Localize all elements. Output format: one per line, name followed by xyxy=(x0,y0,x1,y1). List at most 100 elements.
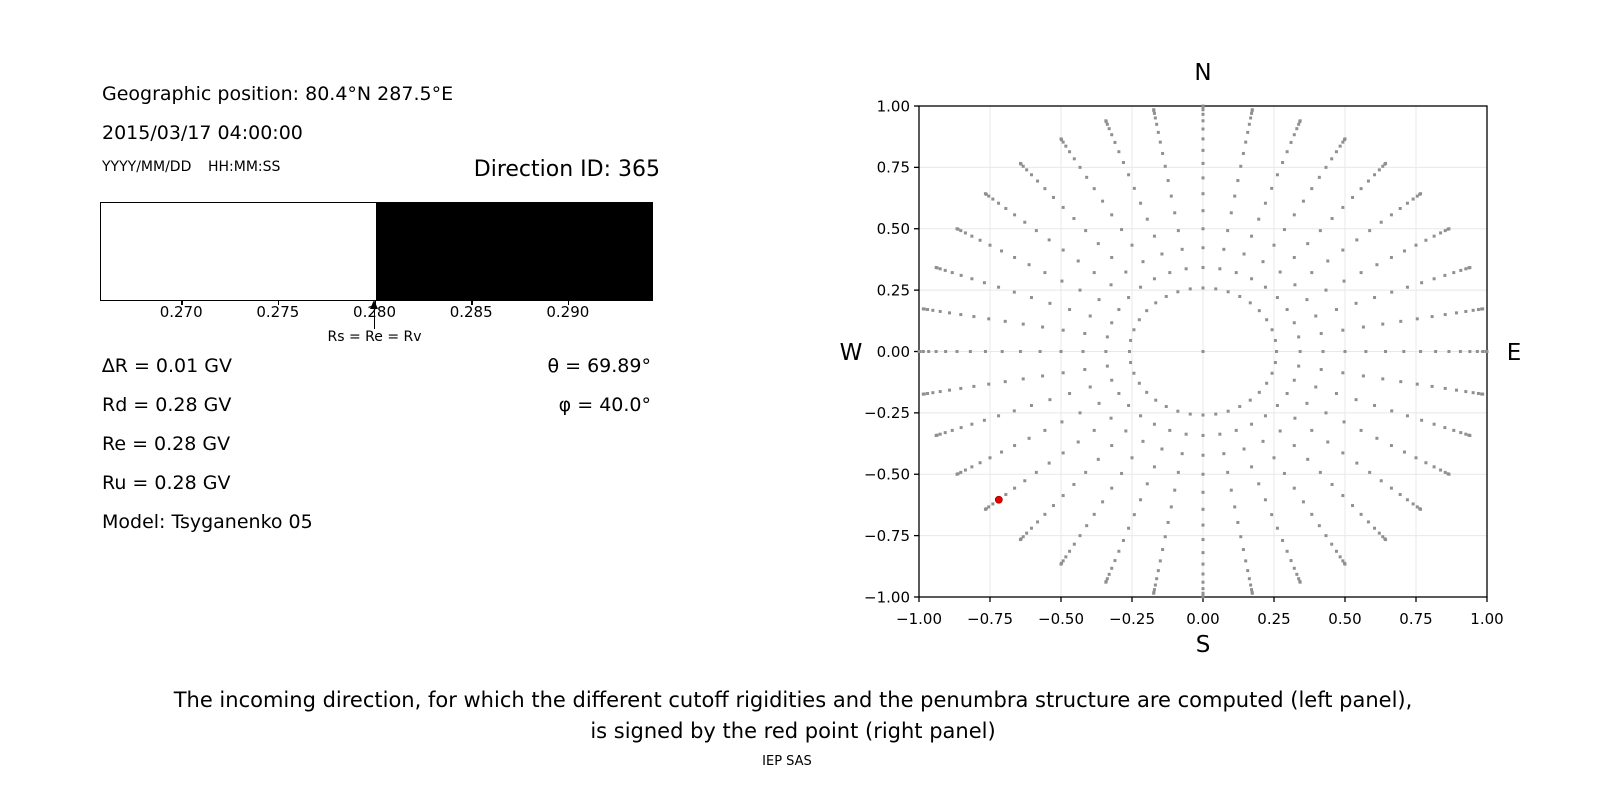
direction-dot xyxy=(1078,534,1082,538)
penumbra-x-tick xyxy=(471,300,473,305)
direction-dot xyxy=(1201,266,1205,270)
y-tick-label: 0.50 xyxy=(877,220,910,238)
direction-dot xyxy=(1295,572,1299,576)
direction-dot xyxy=(1051,504,1055,508)
direction-dot xyxy=(997,201,1001,205)
direction-dot xyxy=(1341,328,1345,332)
direction-dot xyxy=(1043,512,1047,516)
direction-dot xyxy=(982,418,986,422)
direction-dot xyxy=(1129,361,1133,365)
direction-dot xyxy=(1117,391,1121,395)
direction-dot xyxy=(1012,409,1016,413)
compass-label-w: W xyxy=(840,340,863,366)
penumbra-x-tick xyxy=(567,300,570,305)
direction-dot xyxy=(1092,428,1096,432)
y-tick-label: 0.25 xyxy=(877,281,910,299)
compass-label-e: E xyxy=(1507,340,1522,366)
direction-dot xyxy=(926,391,930,395)
direction-dot xyxy=(1424,238,1428,242)
direction-dot xyxy=(1023,220,1027,224)
direction-dot xyxy=(1173,488,1177,492)
direction-dot xyxy=(1218,432,1222,436)
direction-dot xyxy=(1072,157,1076,161)
direction-dot xyxy=(1141,439,1145,443)
direction-dot xyxy=(1415,317,1419,321)
direction-dot xyxy=(1152,111,1156,115)
direction-dot xyxy=(1247,577,1251,581)
direction-dot xyxy=(1270,371,1274,375)
direction-dot xyxy=(1424,461,1428,465)
direction-dot xyxy=(1342,279,1346,283)
direction-dot xyxy=(1250,234,1254,238)
direction-dot xyxy=(1246,569,1250,573)
direction-dot xyxy=(1160,252,1164,256)
direction-dot xyxy=(970,465,974,469)
direction-dot xyxy=(1270,513,1274,517)
direction-dot xyxy=(1127,296,1131,300)
direction-dot xyxy=(1061,559,1065,563)
direction-dot xyxy=(1324,165,1328,169)
penumbra-band-chart xyxy=(100,202,653,301)
compass-label-s: S xyxy=(1196,632,1211,658)
direction-dot xyxy=(1464,309,1468,313)
direction-dot xyxy=(1201,108,1205,112)
direction-dot xyxy=(1132,328,1136,332)
direction-dot xyxy=(1250,588,1254,592)
penumbra-x-tick-label: 0.270 xyxy=(159,303,203,321)
direction-dot xyxy=(921,350,925,353)
direction-dot xyxy=(1306,457,1310,461)
direction-dot xyxy=(1043,187,1047,191)
direction-dot xyxy=(1476,308,1480,312)
direction-dot xyxy=(1048,398,1052,402)
phi-angle-value: φ = 40.0° xyxy=(558,394,651,416)
direction-dot xyxy=(1051,195,1055,199)
direction-dot xyxy=(1257,482,1261,486)
direction-dot xyxy=(1318,470,1322,474)
direction-dot xyxy=(1298,580,1302,584)
direction-dot xyxy=(1088,385,1092,389)
direction-dot xyxy=(1060,420,1064,424)
direction-dot xyxy=(1137,318,1141,322)
direction-dot xyxy=(1454,311,1458,315)
caption-line1: The incoming direction, for which the di… xyxy=(173,688,1413,712)
direction-dot xyxy=(1201,551,1205,555)
direction-dot xyxy=(1083,368,1087,372)
direction-dot xyxy=(1104,350,1108,353)
direction-dot xyxy=(1013,255,1017,259)
direction-dot xyxy=(1364,350,1368,353)
direction-dot xyxy=(921,392,925,396)
direction-dot xyxy=(1292,213,1296,217)
direction-dot xyxy=(938,267,942,271)
direction-dot xyxy=(1282,228,1286,232)
direction-dot xyxy=(1341,248,1345,252)
direction-dot xyxy=(1405,285,1409,289)
direction-dot xyxy=(1029,403,1033,407)
direction-dot xyxy=(1402,249,1406,253)
direction-dot xyxy=(1263,285,1267,289)
direction-dot xyxy=(1078,288,1082,292)
direction-dot xyxy=(1155,122,1159,126)
direction-dot xyxy=(1064,555,1068,559)
direction-dot xyxy=(948,388,952,392)
direction-dot xyxy=(1110,213,1114,217)
penumbra-x-tick xyxy=(277,300,280,305)
direction-dot xyxy=(1222,452,1226,456)
direction-dot xyxy=(1390,290,1394,294)
direction-dot xyxy=(997,285,1001,289)
direction-dot xyxy=(1249,116,1253,120)
direction-id-text: Direction ID: 365 xyxy=(473,157,660,182)
direction-dot xyxy=(991,502,995,506)
direction-dot xyxy=(1239,535,1243,539)
direction-dot xyxy=(1434,350,1438,353)
direction-dot xyxy=(1373,296,1377,300)
direction-dot xyxy=(1109,416,1113,420)
direction-dot xyxy=(1305,298,1309,302)
direction-dot xyxy=(1310,428,1314,432)
direction-dot xyxy=(959,426,963,430)
direction-dot xyxy=(1375,436,1379,440)
direction-dot xyxy=(1176,229,1180,233)
direction-dot xyxy=(1013,213,1017,217)
direction-dot xyxy=(1334,308,1338,312)
direction-dot xyxy=(1085,524,1089,528)
direction-dot xyxy=(1430,384,1434,388)
